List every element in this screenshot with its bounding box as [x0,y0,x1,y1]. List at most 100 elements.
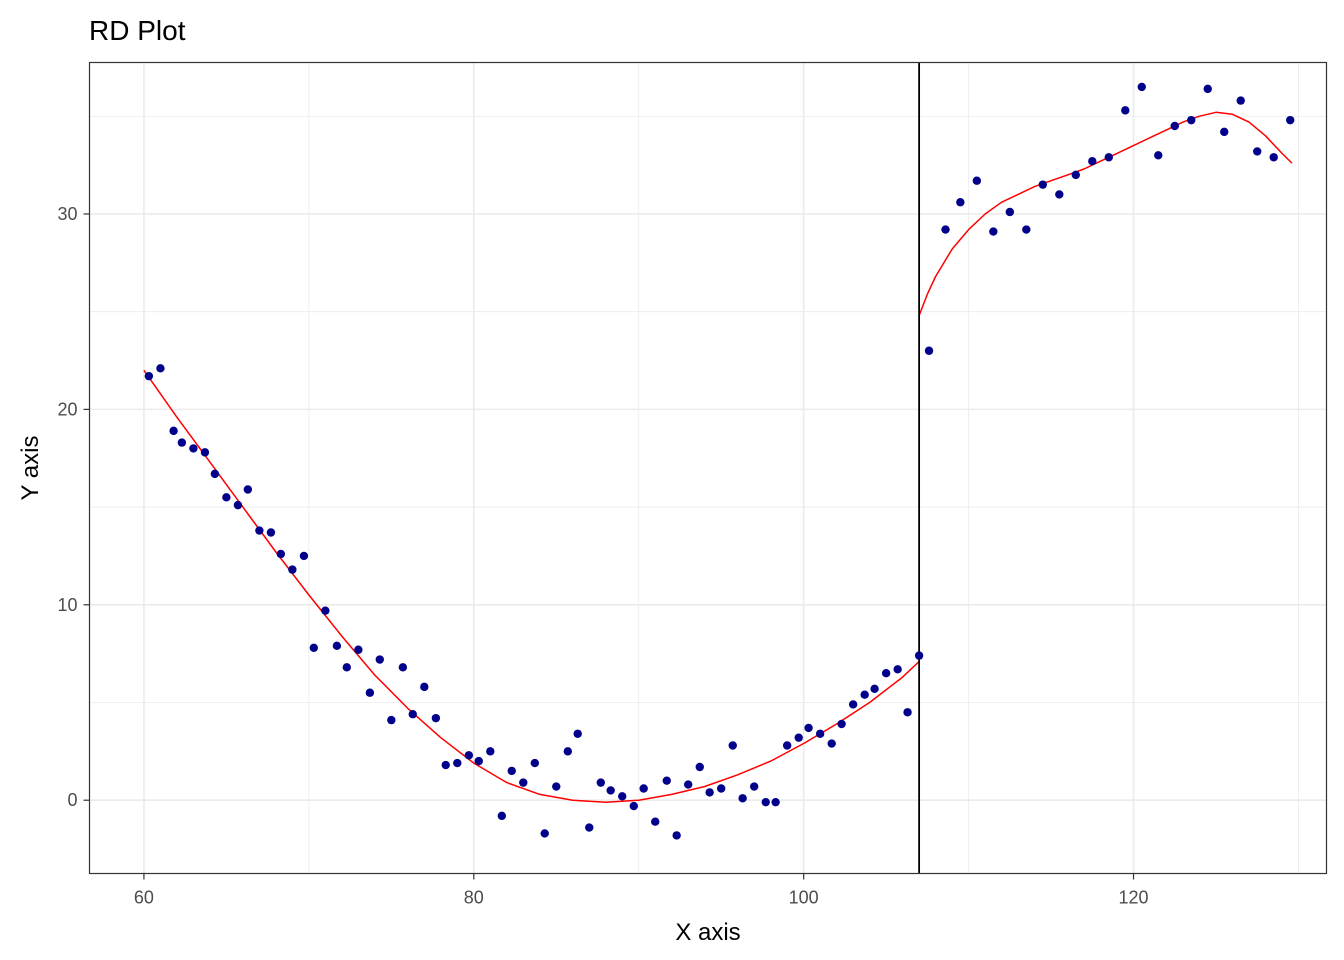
data-point [177,438,187,447]
data-point [914,651,924,660]
data-point [276,549,286,559]
x-tick-label: 80 [464,888,484,908]
data-point [530,758,540,768]
data-point [563,747,573,756]
data-point [1022,225,1031,234]
y-tick-label: 30 [57,204,77,224]
data-point [1088,156,1097,166]
data-point [827,739,836,748]
data-point [782,741,792,750]
data-point [989,227,998,236]
data-point [288,565,297,574]
data-point [629,801,638,811]
data-point [1286,115,1295,125]
data-point [1055,190,1064,199]
data-point [200,448,210,457]
data-point [893,665,902,674]
data-point [1253,147,1262,156]
data-point [332,641,342,651]
data-point [266,528,276,537]
data-point [684,780,693,789]
data-point [651,817,660,826]
data-point [716,784,726,793]
data-point [728,741,737,750]
data-point [486,747,495,756]
data-point [1269,153,1278,162]
data-point [552,782,561,791]
data-point [639,784,648,793]
data-point [497,811,507,821]
data-point [1154,151,1163,160]
data-point [705,788,714,797]
data-point [222,493,231,502]
data-point [815,729,825,738]
data-point [804,723,813,733]
data-point [1187,115,1196,125]
data-point [771,797,780,807]
grid-layer [89,62,1327,874]
data-point [169,426,178,436]
data-point [408,710,417,719]
data-point [1104,153,1113,162]
data-point [1220,127,1229,137]
data-point [210,469,220,479]
data-point [573,729,582,738]
x-axis-title: X axis [675,919,740,946]
data-point [299,551,309,561]
data-point [1005,207,1015,217]
data-point [749,782,759,791]
data-point [1236,96,1245,105]
data-point [365,688,375,697]
fit-layer [143,111,1293,803]
data-point [618,792,627,801]
data-point [837,719,846,729]
data-point [695,762,704,772]
axis-layer: 60 80 100 120 0 10 20 30 [57,204,1148,908]
data-point [342,663,351,672]
data-point [761,797,770,807]
data-point [474,756,483,766]
data-point [189,444,198,453]
data-point [1038,180,1048,189]
data-point [881,668,891,678]
data-point [860,690,869,699]
data-point [464,751,474,760]
data-point [662,776,671,785]
panel-border [88,61,1328,875]
data-point [243,485,253,494]
y-tick-label: 20 [57,399,77,419]
fit-curve-right [918,111,1293,316]
y-tick-label: 0 [67,790,77,810]
data-point [903,708,912,717]
data-point [321,606,330,615]
data-point [941,225,950,234]
data-point [606,786,615,795]
x-tick-label: 60 [134,888,154,908]
chart-title: RD Plot [89,15,186,46]
data-point [309,643,319,652]
fit-curve-left [143,369,920,803]
data-point [1170,121,1179,131]
data-point [1137,82,1146,92]
point-layer [144,82,1295,840]
data-point [596,778,605,787]
data-point [972,176,982,185]
data-point [870,684,879,694]
y-axis-title: Y axis [17,436,44,501]
data-point [507,766,516,776]
data-point [144,371,154,381]
data-point [233,500,243,510]
data-point [848,700,858,709]
data-point [956,198,965,207]
data-point [354,645,363,654]
data-point [738,794,747,803]
data-point [387,715,396,725]
data-point [431,713,441,723]
data-point [398,663,408,672]
data-point [794,733,803,742]
data-point [375,655,384,664]
data-point [1203,84,1212,94]
y-tick-label: 10 [57,595,77,615]
data-point [156,364,165,373]
